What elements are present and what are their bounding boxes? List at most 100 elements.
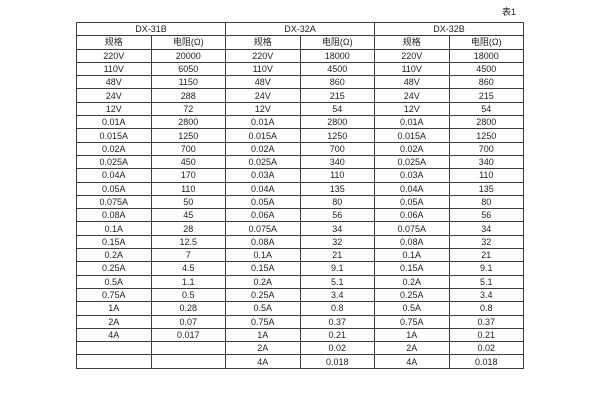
resistance-cell: 0.21 — [448, 327, 524, 343]
spec-cell: 0.15A — [76, 234, 152, 250]
spec-cell: 4A — [76, 327, 152, 343]
spec-cell: 0.1A — [225, 248, 301, 263]
spec-cell: 0.08A — [76, 208, 152, 223]
table-row: 0.08A 45 0.06A 56 0.06A 56 — [76, 208, 524, 223]
resistance-cell: 0.018 — [299, 354, 375, 369]
table-row: 1A 0.28 0.5A 0.8 0.5A 0.8 — [76, 301, 524, 316]
spec-cell: 0.5A — [225, 301, 301, 316]
resistance-cell: 340 — [299, 154, 375, 170]
resistance-cell — [150, 341, 226, 356]
resistance-spec-table: DX-31B DX-32A DX-32B 规格 电阻(Ω) 规格 电阻(Ω) 规格 电阻(Ω)… — [76, 21, 524, 369]
spec-cell: 0.05A — [374, 194, 450, 210]
spec-cell: 0.1A — [76, 221, 152, 236]
spec-cell: 1A — [225, 327, 301, 343]
spec-cell: 24V — [374, 88, 450, 103]
spec-cell — [76, 341, 152, 356]
spec-cell: 0.75A — [76, 287, 152, 303]
resistance-cell: 80 — [299, 194, 375, 210]
resistance-cell: 0.02 — [299, 341, 375, 356]
table-row: 48V 1150 48V 860 48V 860 — [76, 75, 524, 90]
spec-cell: 0.15A — [225, 261, 301, 276]
resistance-cell: 4500 — [448, 61, 524, 77]
column-header-0-spec: 规格 — [76, 35, 152, 50]
spec-cell: 0.04A — [374, 181, 450, 196]
spec-cell: 12V — [374, 101, 450, 117]
spec-cell: 0.15A — [374, 261, 450, 276]
spec-cell: 0.2A — [374, 274, 450, 289]
resistance-cell: 1250 — [150, 128, 226, 143]
spec-cell: 0.015A — [76, 128, 152, 143]
resistance-cell: 5.1 — [299, 274, 375, 289]
table-header: DX-31B DX-32A DX-32B 规格 电阻(Ω) 规格 电阻(Ω) 规格 电阻(Ω) — [76, 21, 524, 50]
resistance-cell — [150, 354, 226, 369]
column-header-row: 规格 电阻(Ω) 规格 电阻(Ω) 规格 电阻(Ω) — [76, 35, 524, 50]
spec-cell: 0.05A — [76, 181, 152, 196]
spec-cell: 0.5A — [76, 274, 152, 289]
spec-cell: 0.01A — [374, 115, 450, 130]
spec-cell: 220V — [76, 48, 152, 63]
resistance-cell: 2800 — [448, 115, 524, 130]
table-row: 0.02A 700 0.02A 700 0.02A 700 — [76, 141, 524, 156]
table-row: 0.25A 4.5 0.15A 9.1 0.15A 9.1 — [76, 261, 524, 276]
resistance-cell: 0.37 — [448, 314, 524, 329]
table-row: 12V 72 12V 54 12V 54 — [76, 101, 524, 117]
spec-cell: 0.25A — [225, 287, 301, 303]
table-row: 0.025A 450 0.025A 340 0.025A 340 — [76, 154, 524, 170]
spec-cell: 24V — [225, 88, 301, 103]
group-header-dx-31b: DX-31B — [76, 21, 226, 37]
group-header-row: DX-31B DX-32A DX-32B — [76, 21, 524, 37]
spec-cell: 0.02A — [374, 141, 450, 156]
spec-cell: 0.02A — [225, 141, 301, 156]
resistance-cell: 700 — [299, 141, 375, 156]
spec-cell: 0.06A — [225, 208, 301, 223]
resistance-cell: 4500 — [299, 61, 375, 77]
resistance-cell: 28 — [150, 221, 226, 236]
spec-cell: 2A — [76, 314, 152, 329]
resistance-cell: 215 — [299, 88, 375, 103]
spec-cell: 0.01A — [76, 115, 152, 130]
table-row: 0.75A 0.5 0.25A 3.4 0.25A 3.4 — [76, 287, 524, 303]
resistance-cell: 0.8 — [448, 301, 524, 316]
column-header-1-spec: 规格 — [225, 35, 301, 50]
resistance-cell: 12.5 — [150, 234, 226, 250]
resistance-cell: 700 — [150, 141, 226, 156]
resistance-cell: 45 — [150, 208, 226, 223]
resistance-cell: 34 — [448, 221, 524, 236]
table-body: 220V 20000 220V 18000 220V 18000 110V 6050 110V 4… — [76, 48, 524, 369]
table-row: 4A 0.018 4A 0.018 — [76, 354, 524, 369]
table-row: 110V 6050 110V 4500 110V 4500 — [76, 61, 524, 77]
spec-cell: 0.08A — [374, 234, 450, 250]
spec-cell: 0.02A — [76, 141, 152, 156]
resistance-cell: 1.1 — [150, 274, 226, 289]
spec-cell: 0.075A — [225, 221, 301, 236]
resistance-cell: 32 — [448, 234, 524, 250]
spec-cell: 24V — [76, 88, 152, 103]
table-row: 0.04A 170 0.03A 110 0.03A 110 — [76, 168, 524, 183]
resistance-cell: 215 — [448, 88, 524, 103]
spec-cell: 0.75A — [225, 314, 301, 329]
spec-cell: 0.25A — [374, 287, 450, 303]
resistance-cell: 450 — [150, 154, 226, 170]
table-row: 4A 0.017 1A 0.21 1A 0.21 — [76, 327, 524, 343]
spec-cell: 220V — [374, 48, 450, 63]
table-row: 0.05A 110 0.04A 135 0.04A 135 — [76, 181, 524, 196]
table-row: 0.015A 1250 0.015A 1250 0.015A 1250 — [76, 128, 524, 143]
table-row: 220V 20000 220V 18000 220V 18000 — [76, 48, 524, 63]
table-row: 24V 288 24V 215 24V 215 — [76, 88, 524, 103]
resistance-cell: 0.28 — [150, 301, 226, 316]
resistance-cell: 32 — [299, 234, 375, 250]
resistance-cell: 0.21 — [299, 327, 375, 343]
table-row: 0.2A 7 0.1A 21 0.1A 21 — [76, 248, 524, 263]
spec-cell: 0.08A — [225, 234, 301, 250]
resistance-cell: 0.018 — [448, 354, 524, 369]
spec-cell: 0.2A — [225, 274, 301, 289]
resistance-cell: 288 — [150, 88, 226, 103]
spec-cell: 2A — [374, 341, 450, 356]
resistance-cell: 110 — [299, 168, 375, 183]
spec-cell: 0.1A — [374, 248, 450, 263]
spec-cell: 0.025A — [225, 154, 301, 170]
spec-cell: 110V — [76, 61, 152, 77]
resistance-cell: 860 — [299, 75, 375, 90]
spec-cell: 0.06A — [374, 208, 450, 223]
resistance-cell: 0.017 — [150, 327, 226, 343]
